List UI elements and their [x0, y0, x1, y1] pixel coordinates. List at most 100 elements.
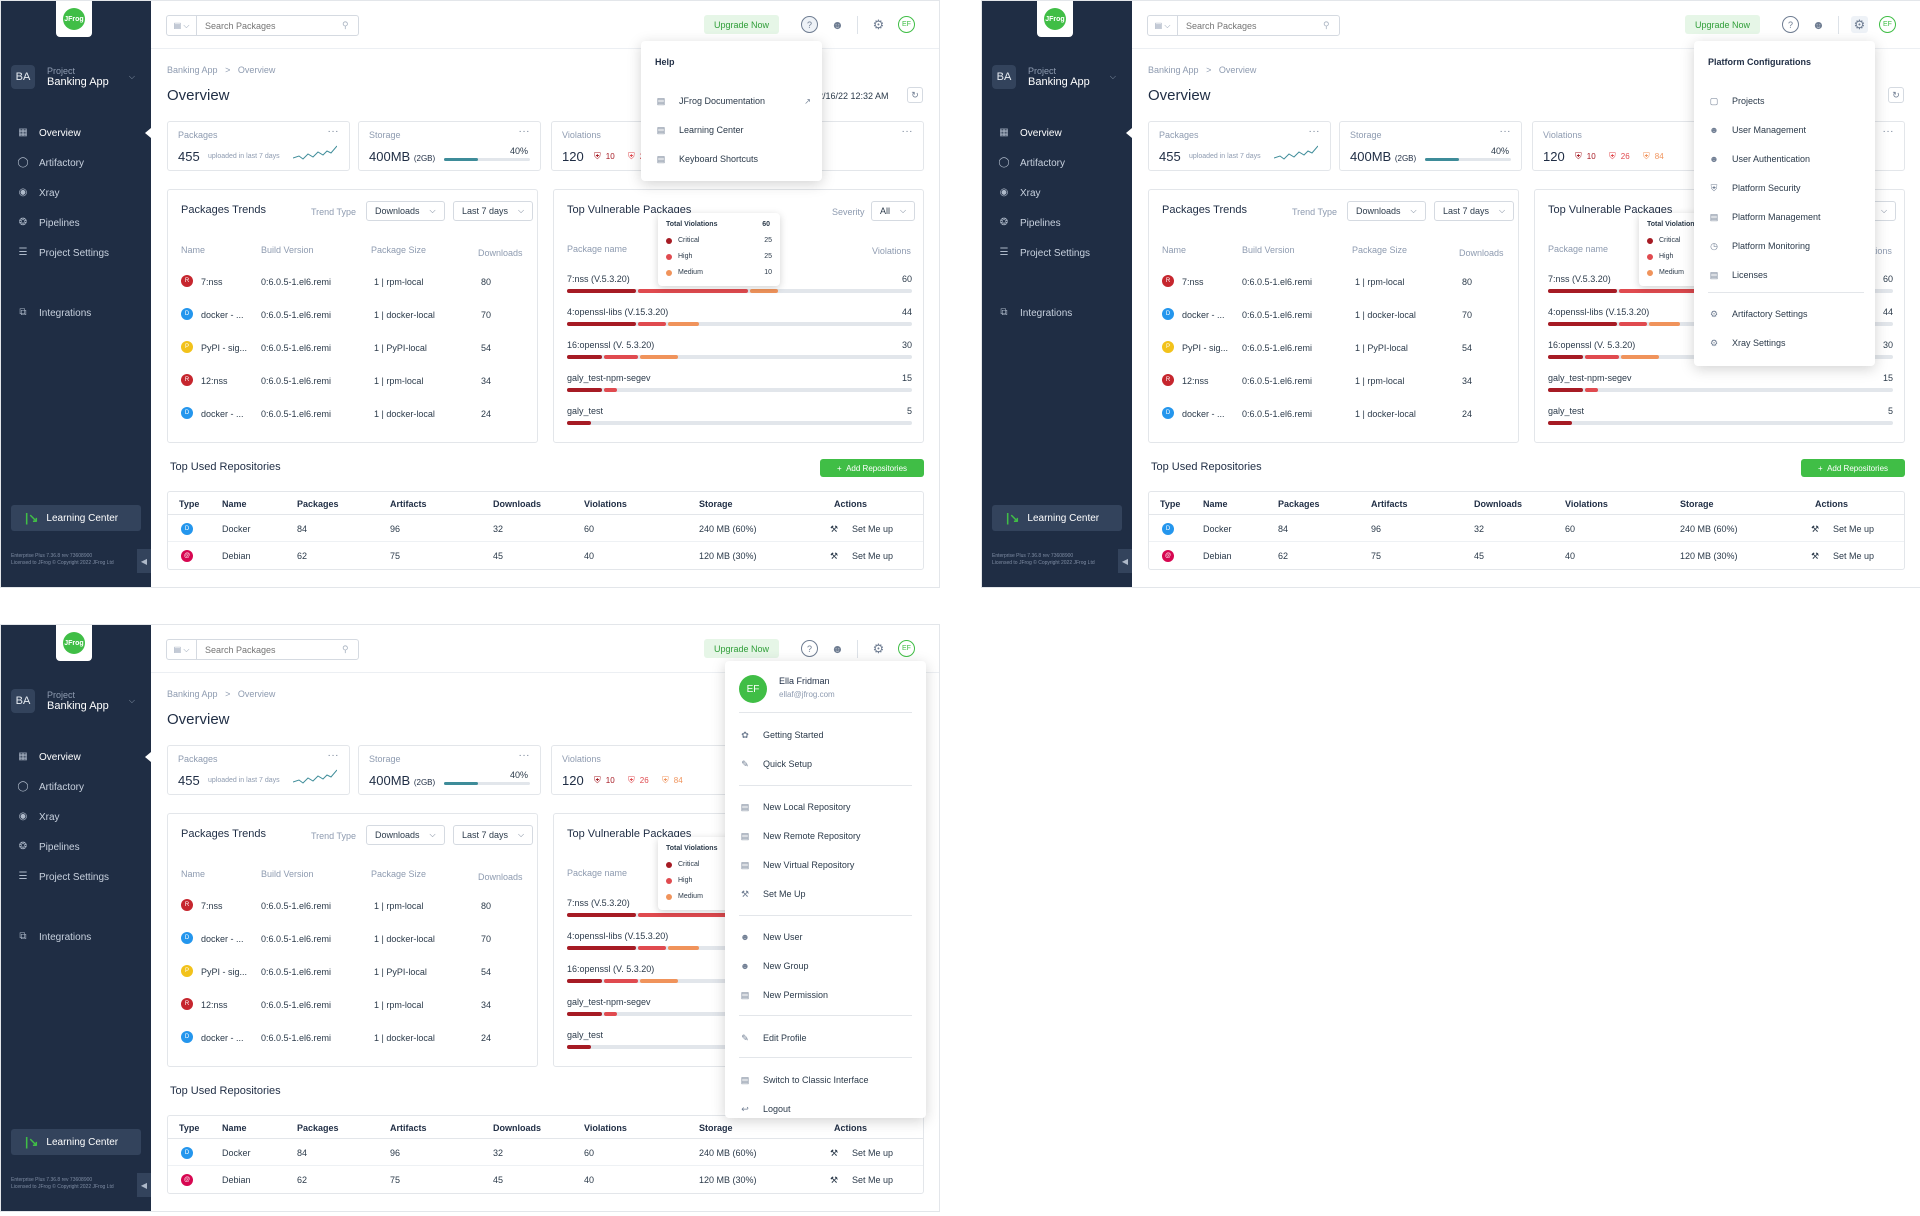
table-row[interactable]: R 12:nss 0:6.0.5-1.el6.remi 1 | rpm-local 34: [1162, 372, 1507, 392]
search-icon[interactable]: ⚲: [342, 644, 349, 654]
config-item[interactable]: ◷ Platform Monitoring: [1708, 236, 1864, 256]
set-me-up-icon[interactable]: ⚒: [830, 1148, 839, 1158]
config-item[interactable]: ☻ User Management: [1708, 120, 1864, 140]
user-admin-icon[interactable]: ☻: [831, 17, 844, 32]
help-item[interactable]: ▤ Keyboard Shortcuts: [655, 149, 811, 169]
sidebar-item-pipelines[interactable]: ❂ Pipelines: [982, 208, 1132, 238]
sidebar-item-project-settings[interactable]: ☰ Project Settings: [982, 238, 1132, 268]
sidebar-item-project-settings[interactable]: ☰ Project Settings: [1, 862, 151, 892]
set-me-up-link[interactable]: Set Me up: [852, 524, 894, 534]
collapse-sidebar-button[interactable]: ◀: [137, 549, 151, 573]
trend-type-dropdown[interactable]: Downloads ⌵: [366, 825, 445, 845]
table-row[interactable]: R 7:nss 0:6.0.5-1.el6.remi 1 | rpm-local 80: [181, 897, 526, 917]
learning-center-button[interactable]: |↘ Learning Center: [11, 505, 141, 531]
project-selector[interactable]: BA Project Banking App ⌵: [11, 688, 141, 714]
profile-item[interactable]: ▤ Switch to Classic Interface: [739, 1070, 912, 1090]
user-avatar[interactable]: EF: [1879, 16, 1896, 33]
help-item[interactable]: ▤ Learning Center: [655, 120, 811, 140]
table-row[interactable]: R 12:nss 0:6.0.5-1.el6.remi 1 | rpm-local 34: [181, 372, 526, 392]
config-item[interactable]: ⚙ Artifactory Settings: [1708, 304, 1864, 324]
jfrog-logo[interactable]: JFrog: [1037, 1, 1073, 37]
set-me-up-link[interactable]: Set Me up: [1833, 524, 1875, 534]
period-dropdown[interactable]: Last 7 days ⌵: [453, 825, 534, 845]
user-admin-icon[interactable]: ☻: [1812, 17, 1825, 32]
profile-item[interactable]: ✿ Getting Started: [739, 725, 912, 745]
set-me-up-icon[interactable]: ⚒: [1811, 551, 1820, 561]
learning-center-button[interactable]: |↘ Learning Center: [11, 1129, 141, 1155]
profile-item[interactable]: ✎ Edit Profile: [739, 1028, 912, 1048]
upgrade-now-button[interactable]: Upgrade Now: [1685, 15, 1761, 34]
sidebar-item-integrations[interactable]: ⧉ Integrations: [1, 298, 151, 328]
upgrade-now-button[interactable]: Upgrade Now: [704, 15, 780, 34]
table-row[interactable]: P PyPI - sig... 0:6.0.5-1.el6.remi 1 | PyPI…: [181, 963, 526, 983]
config-item[interactable]: ▢ Projects: [1708, 91, 1864, 111]
set-me-up-icon[interactable]: ⚒: [830, 551, 839, 561]
collapse-sidebar-button[interactable]: ◀: [1118, 549, 1132, 573]
search-scope-dropdown[interactable]: ▤ ⌵: [167, 640, 197, 659]
vulnerable-row[interactable]: galy_test 5: [1548, 406, 1893, 436]
period-dropdown[interactable]: Last 7 days ⌵: [1434, 201, 1515, 221]
collapse-sidebar-button[interactable]: ◀: [137, 1173, 151, 1197]
profile-item[interactable]: ✎ Quick Setup: [739, 754, 912, 774]
table-row[interactable]: P PyPI - sig... 0:6.0.5-1.el6.remi 1 | PyPI…: [181, 339, 526, 359]
user-avatar[interactable]: EF: [898, 640, 915, 657]
sidebar-item-artifactory[interactable]: ◯ Artifactory: [1, 148, 151, 178]
sidebar-item-artifactory[interactable]: ◯ Artifactory: [982, 148, 1132, 178]
vulnerable-row[interactable]: galy_test 5: [567, 406, 912, 436]
user-avatar[interactable]: EF: [898, 16, 915, 33]
help-icon[interactable]: ?: [1782, 16, 1799, 33]
table-row[interactable]: R 7:nss 0:6.0.5-1.el6.remi 1 | rpm-local 80: [1162, 273, 1507, 293]
upgrade-now-button[interactable]: Upgrade Now: [704, 639, 780, 658]
help-icon[interactable]: ?: [801, 640, 818, 657]
sidebar-item-xray[interactable]: ◉ Xray: [982, 178, 1132, 208]
config-item[interactable]: ⛨ Platform Security: [1708, 178, 1864, 198]
table-row[interactable]: @ Debian 62 75 45 40 120 MB (30%) ⚒ Set Me up: [1149, 542, 1904, 569]
sidebar-item-overview[interactable]: ▦ Overview: [1, 118, 151, 148]
project-selector[interactable]: BA Project Banking App ⌵: [992, 64, 1122, 90]
period-dropdown[interactable]: Last 7 days ⌵: [453, 201, 534, 221]
set-me-up-link[interactable]: Set Me up: [852, 551, 894, 561]
set-me-up-link[interactable]: Set Me up: [852, 1175, 894, 1185]
jfrog-logo[interactable]: JFrog: [56, 1, 92, 37]
search-input[interactable]: [197, 20, 342, 31]
set-me-up-icon[interactable]: ⚒: [830, 524, 839, 534]
profile-item[interactable]: ↩ Logout: [739, 1099, 912, 1119]
table-row[interactable]: P PyPI - sig... 0:6.0.5-1.el6.remi 1 | PyPI…: [1162, 339, 1507, 359]
sidebar-item-pipelines[interactable]: ❂ Pipelines: [1, 208, 151, 238]
table-row[interactable]: D Docker 84 96 32 60 240 MB (60%) ⚒ Set Me up: [1149, 515, 1904, 542]
project-selector[interactable]: BA Project Banking App ⌵: [11, 64, 141, 90]
config-item[interactable]: ▤ Platform Management: [1708, 207, 1864, 227]
search-icon[interactable]: ⚲: [1323, 20, 1330, 30]
search-input[interactable]: [197, 644, 342, 655]
trend-type-dropdown[interactable]: Downloads ⌵: [366, 201, 445, 221]
config-item[interactable]: ☻ User Authentication: [1708, 149, 1864, 169]
set-me-up-link[interactable]: Set Me up: [852, 1148, 894, 1158]
sidebar-item-pipelines[interactable]: ❂ Pipelines: [1, 832, 151, 862]
table-row[interactable]: @ Debian 62 75 45 40 120 MB (30%) ⚒ Set Me up: [168, 542, 923, 569]
config-item[interactable]: ▤ Licenses: [1708, 265, 1864, 285]
more-options-icon[interactable]: ···: [1499, 126, 1511, 137]
learning-center-button[interactable]: |↘ Learning Center: [992, 505, 1122, 531]
table-row[interactable]: @ Debian 62 75 45 40 120 MB (30%) ⚒ Set Me up: [168, 1166, 923, 1193]
gear-icon[interactable]: ⚙: [872, 640, 885, 656]
search-input[interactable]: [1178, 20, 1323, 31]
table-row[interactable]: R 12:nss 0:6.0.5-1.el6.remi 1 | rpm-local 34: [181, 996, 526, 1016]
config-item[interactable]: ⚙ Xray Settings: [1708, 333, 1864, 353]
profile-item[interactable]: ▤ New Permission: [739, 985, 912, 1005]
set-me-up-link[interactable]: Set Me up: [1833, 551, 1875, 561]
more-options-icon[interactable]: ···: [327, 750, 339, 761]
help-icon[interactable]: ?: [801, 16, 818, 33]
sidebar-item-integrations[interactable]: ⧉ Integrations: [982, 298, 1132, 328]
sidebar-item-integrations[interactable]: ⧉ Integrations: [1, 922, 151, 952]
breadcrumb-root[interactable]: Banking App: [167, 689, 218, 699]
help-item[interactable]: ▤ JFrog Documentation ↗: [655, 91, 811, 111]
refresh-button[interactable]: ↻: [1888, 87, 1904, 103]
search-scope-dropdown[interactable]: ▤ ⌵: [167, 16, 197, 35]
vulnerable-row[interactable]: 16:openssl (V. 5.3.20) 30: [567, 340, 912, 370]
vulnerable-row[interactable]: galy_test-npm-segev 15: [567, 373, 912, 403]
sidebar-item-xray[interactable]: ◉ Xray: [1, 178, 151, 208]
